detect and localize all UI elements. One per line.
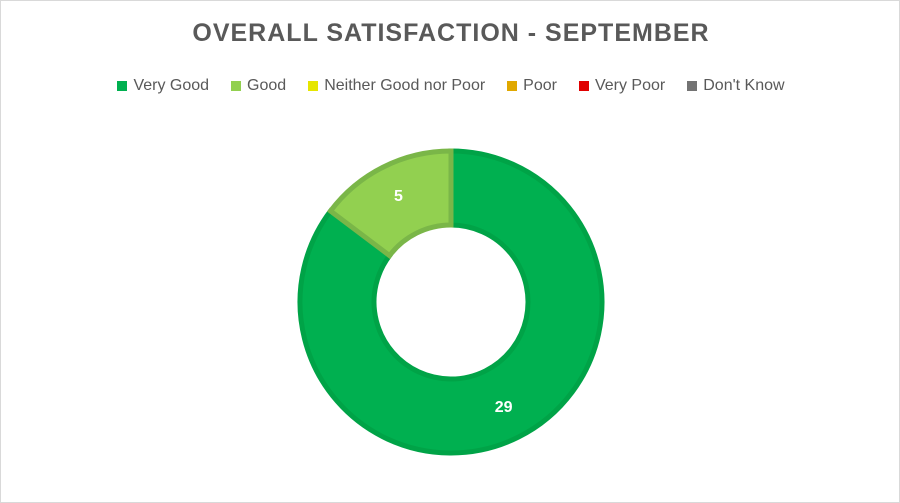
legend-label-poor: Poor — [523, 77, 557, 94]
legend-item-neither: Neither Good nor Poor — [308, 77, 485, 95]
legend-label-very-good: Very Good — [133, 77, 210, 94]
legend-item-good: Good — [231, 77, 286, 95]
legend-item-very-poor: Very Poor — [578, 77, 666, 95]
legend-swatch-neither — [308, 81, 319, 91]
legend-swatch-very-poor — [578, 81, 589, 91]
legend-swatch-very-good — [117, 81, 128, 91]
donut-slice-good — [326, 148, 454, 260]
legend-item-poor: Poor — [507, 77, 557, 95]
legend-item-very-good: Very Good — [117, 77, 209, 95]
legend-item-dont-know: Don't Know — [687, 77, 785, 95]
donut-slice-very-good — [297, 148, 605, 456]
legend-swatch-dont-know — [687, 81, 698, 91]
data-label-very-good: 29 — [495, 399, 513, 416]
legend-swatch-good — [231, 81, 242, 91]
legend-label-neither: Neither Good nor Poor — [324, 77, 486, 94]
legend-label-good: Good — [247, 77, 287, 94]
legend-label-dont-know: Don't Know — [703, 77, 785, 94]
chart-legend: Very Good Good Neither Good nor Poor Poo… — [1, 77, 900, 95]
data-label-good: 5 — [394, 188, 403, 205]
legend-label-very-poor: Very Poor — [594, 77, 666, 94]
legend-swatch-poor — [507, 81, 518, 91]
chart-title: OVERALL SATISFACTION - SEPTEMBER — [192, 19, 710, 47]
